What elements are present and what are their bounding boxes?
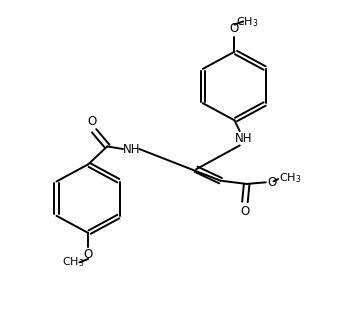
Text: CH$_3$: CH$_3$ (279, 172, 302, 185)
Text: O: O (268, 176, 277, 189)
Text: O: O (240, 205, 250, 217)
Text: O: O (88, 115, 97, 128)
Text: NH: NH (123, 142, 141, 155)
Text: CH$_3$: CH$_3$ (236, 15, 259, 29)
Text: NH: NH (234, 132, 252, 145)
Text: O: O (230, 23, 239, 36)
Text: CH$_3$: CH$_3$ (62, 255, 85, 269)
Text: O: O (84, 248, 93, 261)
